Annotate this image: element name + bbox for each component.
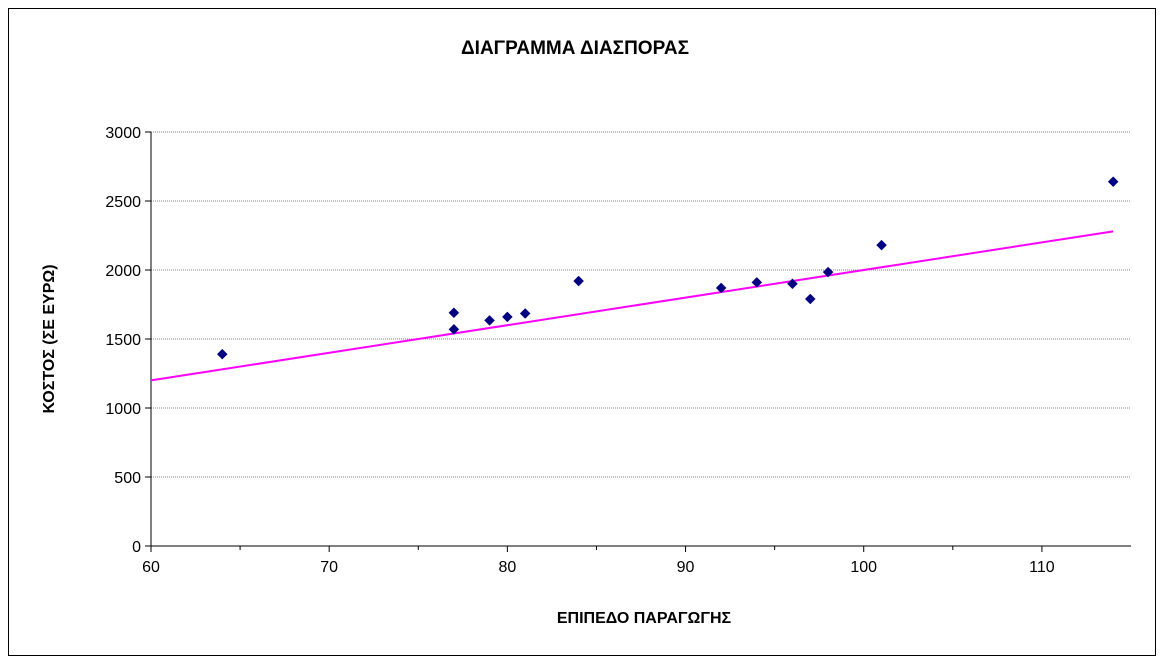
data-point-6 bbox=[573, 275, 584, 287]
data-point-0 bbox=[216, 348, 228, 360]
data-point-8 bbox=[751, 277, 763, 288]
scatter-chart: ΔΙΑΓΡΑΜΜΑ ΔΙΑΣΠΟΡΑΣ 0 500 1000 1500 2000 2500… bbox=[41, 38, 1131, 627]
y-tick-label-0: 0 bbox=[132, 539, 141, 556]
y-tick-label-6: 3000 bbox=[105, 125, 141, 142]
y-tick-label-2: 1000 bbox=[105, 401, 141, 418]
data-point-10 bbox=[804, 293, 816, 305]
y-tick-label-1: 500 bbox=[114, 470, 141, 487]
axes bbox=[145, 131, 1131, 552]
x-tick-label-1: 70 bbox=[320, 559, 338, 576]
x-tick-label-0: 60 bbox=[142, 559, 160, 576]
data-point-11 bbox=[822, 266, 834, 278]
data-point-1 bbox=[448, 307, 460, 319]
data-point-3 bbox=[484, 315, 495, 326]
x-tick-label-3: 90 bbox=[677, 559, 695, 576]
x-tick-label-2: 80 bbox=[498, 559, 516, 576]
x-tick-label-5: 110 bbox=[1029, 559, 1055, 576]
data-point-5 bbox=[519, 308, 531, 319]
tick-labels: 0 500 1000 1500 2000 2500 3000 60 70 80 90 100 110 bbox=[105, 125, 1054, 576]
data-point-2 bbox=[448, 323, 460, 335]
y-tick-label-4: 2000 bbox=[105, 263, 141, 280]
gridlines bbox=[151, 131, 1131, 478]
chart-title: ΔΙΑΓΡΑΜΜΑ ΔΙΑΣΠΟΡΑΣ bbox=[461, 38, 689, 59]
trendline bbox=[150, 230, 1114, 382]
data-points bbox=[216, 176, 1119, 360]
data-point-13 bbox=[1107, 176, 1119, 188]
chart-frame: ΔΙΑΓΡΑΜΜΑ ΔΙΑΣΠΟΡΑΣ 0 500 1000 1500 2000 2500… bbox=[8, 8, 1156, 656]
data-point-4 bbox=[502, 311, 513, 323]
y-tick-label-3: 1500 bbox=[105, 332, 141, 349]
y-axis-label: ΚΟΣΤΟΣ (ΣΕ ΕΥΡΩ) bbox=[41, 264, 58, 413]
x-tick-label-4: 100 bbox=[850, 559, 877, 576]
data-point-12 bbox=[876, 239, 887, 251]
data-point-7 bbox=[715, 282, 727, 294]
x-axis-label: ΕΠΙΠΕΔΟ ΠΑΡΑΓΩΓΗΣ bbox=[557, 610, 732, 627]
trendline-group bbox=[150, 230, 1114, 382]
data-point-9 bbox=[787, 278, 798, 290]
y-tick-label-5: 2500 bbox=[105, 194, 141, 211]
